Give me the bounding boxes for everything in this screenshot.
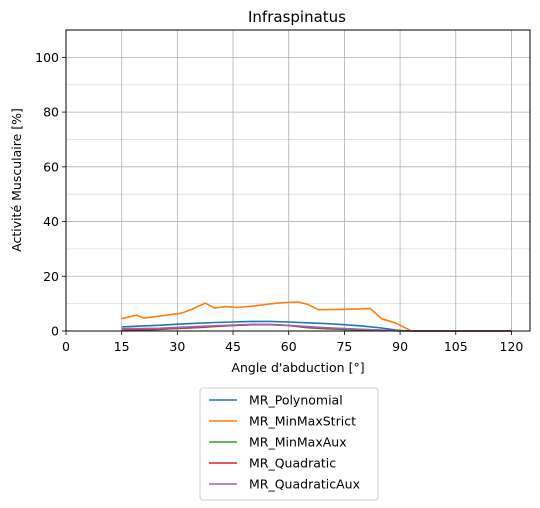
y-tick-label: 60 (43, 159, 59, 174)
y-tick-label: 80 (43, 105, 59, 120)
chart-title: Infraspinatus (248, 8, 346, 26)
axes-layer: 0 15 30 45 60 75 90 105 120 0 20 40 60 80 100 (35, 50, 523, 354)
x-tick-label: 105 (444, 339, 468, 354)
legend-label: MR_MinMaxAux (249, 435, 347, 450)
legend-box (199, 387, 379, 501)
y-tick-label: 100 (35, 50, 59, 65)
y-tick-label: 40 (43, 214, 59, 229)
legend-label: MR_Quadratic (249, 456, 336, 471)
legend-label: MR_QuadraticAux (249, 477, 360, 492)
legend-label: MR_MinMaxStrict (249, 414, 356, 429)
legend: MR_Polynomial MR_MinMaxStrict MR_MinMaxAux… (199, 387, 379, 501)
x-tick-label: 0 (62, 339, 70, 354)
x-tick-label: 60 (281, 339, 297, 354)
legend-label: MR_Polynomial (249, 393, 343, 408)
x-tick-label: 120 (500, 339, 524, 354)
x-axis-title: Angle d'abduction [°] (231, 360, 364, 375)
x-tick-label: 75 (336, 339, 352, 354)
x-tick-label: 45 (225, 339, 241, 354)
plot-frame (65, 29, 531, 332)
y-tick-label: 20 (43, 269, 59, 284)
x-tick-label: 30 (169, 339, 185, 354)
y-tick-label: 0 (51, 324, 59, 339)
x-tick-label: 15 (114, 339, 130, 354)
x-tick-label: 90 (392, 339, 408, 354)
y-axis-title: Activité Musculaire [%] (9, 108, 24, 252)
